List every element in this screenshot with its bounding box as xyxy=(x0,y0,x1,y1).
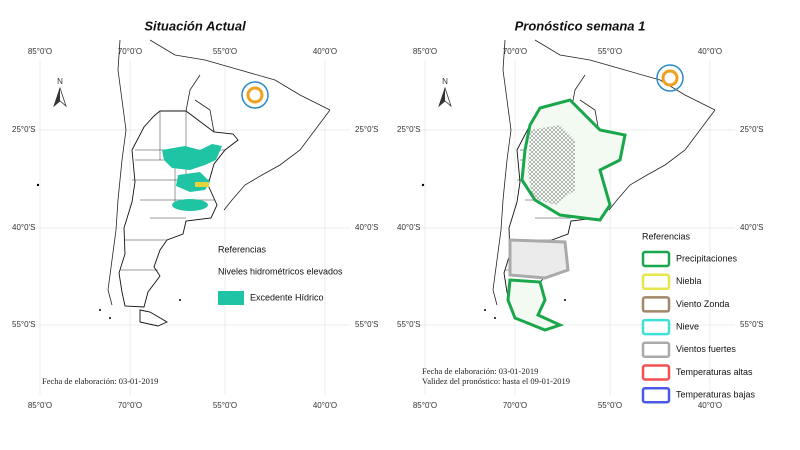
lon-label: 70°0'O xyxy=(503,401,527,410)
legend-swatch xyxy=(641,250,671,268)
legend-label: Excedente Hídrico xyxy=(250,292,324,302)
lon-label: 70°0'O xyxy=(503,47,527,56)
note: Validez del pronóstico: hasta el 09-01-2… xyxy=(422,376,570,386)
lon-label: 55°0'O xyxy=(598,401,622,410)
lat-label: 55°0'S xyxy=(397,320,420,329)
lon-label: 40°0'O xyxy=(698,401,722,410)
lon-label: 85°0'O xyxy=(28,401,52,410)
north-label: N xyxy=(57,77,63,86)
legend-title: Referencias xyxy=(218,244,267,254)
lon-label: 55°0'O xyxy=(598,47,622,56)
panel-title: Situación Actual xyxy=(144,18,246,33)
lat-label: 25°0'S xyxy=(12,125,35,134)
legend-label: Vientos fuertes xyxy=(676,344,736,354)
forecast-areas xyxy=(506,98,627,332)
lon-label: 85°0'O xyxy=(413,401,437,410)
legend-swatch xyxy=(641,273,671,290)
legend-label: Viento Zonda xyxy=(676,299,729,309)
excess-water-areas xyxy=(162,144,222,211)
lat-label: 25°0'S xyxy=(355,125,378,134)
lat-label: 40°0'S xyxy=(12,223,35,232)
lon-label: 40°0'O xyxy=(313,47,337,56)
legend-swatch xyxy=(218,291,244,305)
lon-label: 55°0'O xyxy=(213,47,237,56)
lat-label: 25°0'S xyxy=(397,125,420,134)
map-left xyxy=(35,40,350,395)
lat-label: 55°0'S xyxy=(12,320,35,329)
legend-label: Temperaturas bajas xyxy=(676,390,756,400)
lat-label: 40°0'S xyxy=(397,223,420,232)
legend-title: Referencias xyxy=(642,231,691,241)
legend-label: Nieve xyxy=(676,321,699,331)
lat-label: 40°0'S xyxy=(355,223,378,232)
note: Fecha de elaboración: 03-01-2019 xyxy=(42,376,158,386)
lon-label: 55°0'O xyxy=(213,401,237,410)
legend-swatch xyxy=(641,386,671,404)
logos xyxy=(241,64,684,109)
lat-label: 40°0'S xyxy=(740,223,763,232)
lon-label: 40°0'O xyxy=(698,47,722,56)
lat-label: 55°0'S xyxy=(740,320,763,329)
legend-swatch xyxy=(641,341,671,359)
lon-label: 70°0'O xyxy=(118,47,142,56)
note: Fecha de elaboración: 03-01-2019 xyxy=(422,366,538,376)
legend-swatch xyxy=(641,296,671,313)
lat-label: 55°0'S xyxy=(355,320,378,329)
legend-swatch xyxy=(641,318,671,336)
lon-label: 85°0'O xyxy=(28,47,52,56)
lon-label: 85°0'O xyxy=(413,47,437,56)
legend-label: Niebla xyxy=(676,276,702,286)
legend-subtitle: Niveles hidrométricos elevados xyxy=(218,266,343,276)
lon-label: 70°0'O xyxy=(118,401,142,410)
lat-label: 25°0'S xyxy=(740,125,763,134)
legend-label: Precipitaciones xyxy=(676,253,738,263)
legend-label: Temperaturas altas xyxy=(676,367,753,377)
north-label: N xyxy=(442,77,448,86)
panel-title: Pronóstico semana 1 xyxy=(515,18,646,33)
legend-swatch xyxy=(641,364,671,381)
lon-label: 40°0'O xyxy=(313,401,337,410)
